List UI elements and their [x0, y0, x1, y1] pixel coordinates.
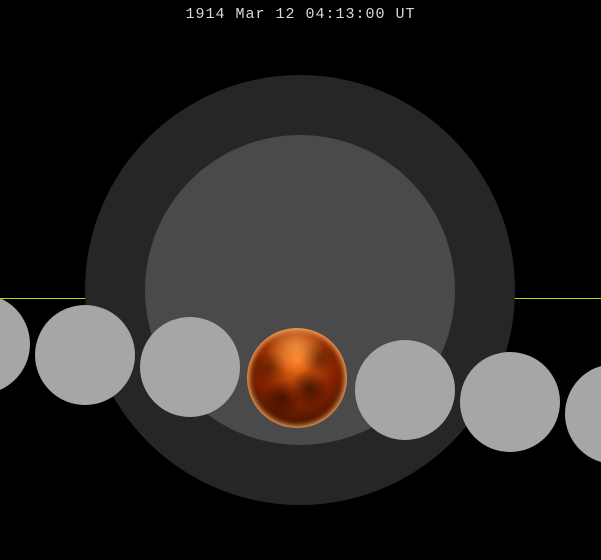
moon-phase-4 [460, 352, 560, 452]
moon-phase-3 [355, 340, 455, 440]
moon-phase-1 [35, 305, 135, 405]
moon-phase-0 [0, 294, 30, 394]
moon-phase-5 [565, 364, 601, 464]
eclipsed-moon [247, 328, 347, 428]
moon-surface-glow [247, 328, 347, 428]
diagram-title: 1914 Mar 12 04:13:00 UT [0, 6, 601, 23]
moon-phase-2 [140, 317, 240, 417]
